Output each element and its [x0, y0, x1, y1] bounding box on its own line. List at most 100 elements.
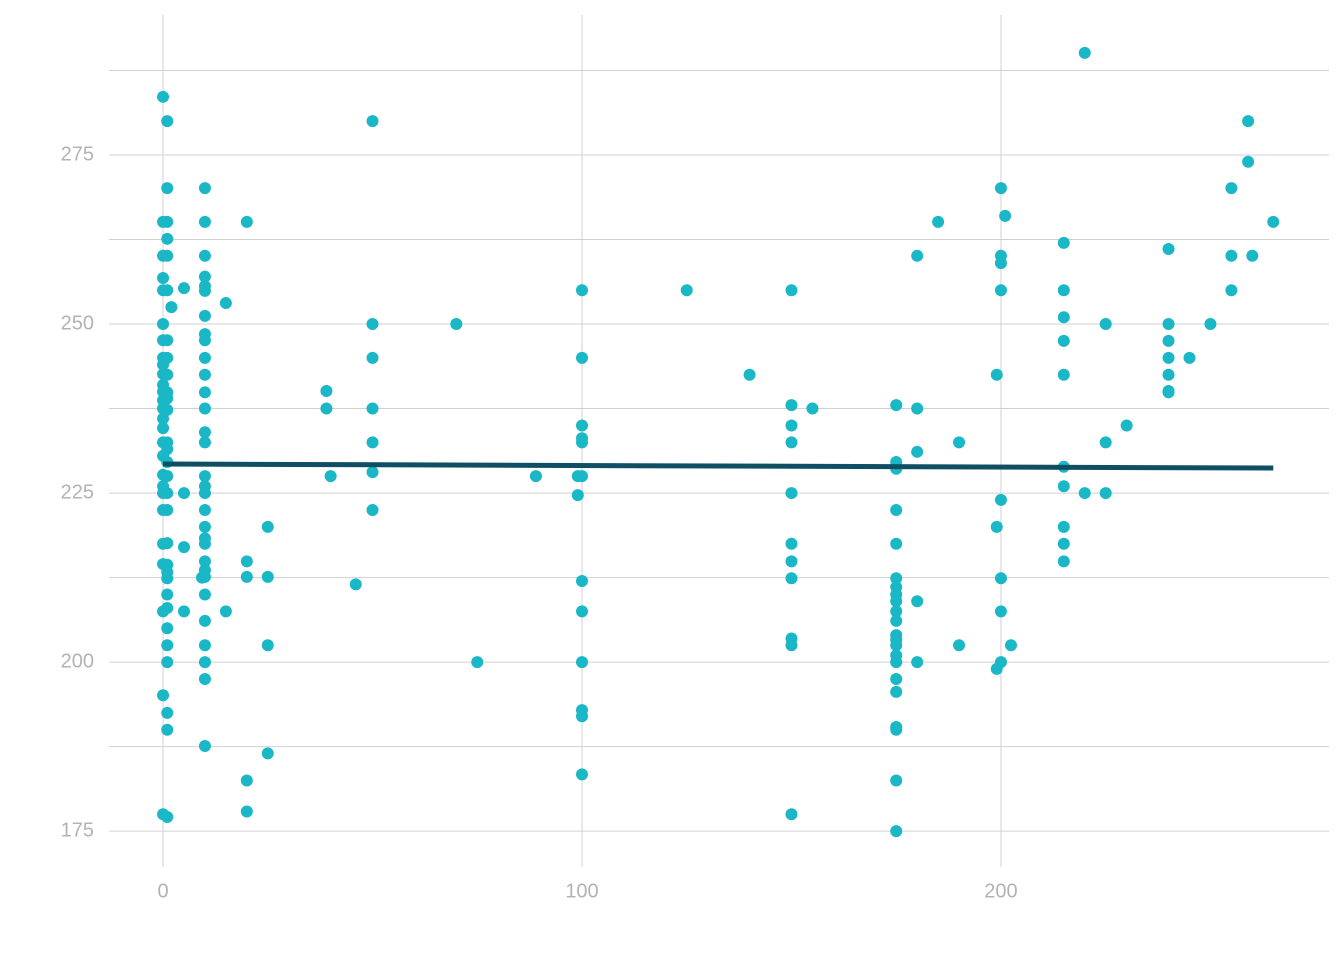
point	[161, 572, 174, 585]
point	[261, 520, 274, 533]
point	[576, 710, 589, 723]
point	[1225, 182, 1238, 195]
point	[785, 487, 798, 500]
point	[261, 570, 274, 583]
point	[161, 639, 174, 652]
point	[161, 182, 174, 195]
point	[743, 368, 756, 381]
point	[161, 249, 174, 262]
point	[161, 706, 174, 719]
point	[198, 284, 211, 297]
point	[576, 574, 589, 587]
point	[911, 402, 924, 415]
point	[953, 436, 966, 449]
point	[161, 232, 174, 245]
point	[1057, 334, 1070, 347]
point	[198, 487, 211, 500]
point	[161, 115, 174, 128]
point	[1057, 480, 1070, 493]
point	[366, 466, 379, 479]
point	[1099, 436, 1112, 449]
point	[198, 588, 211, 601]
point	[1267, 215, 1280, 228]
point	[1057, 368, 1070, 381]
point	[890, 685, 903, 698]
point	[198, 334, 211, 347]
point	[198, 470, 211, 483]
point	[161, 334, 174, 347]
x-tick-label: 0	[157, 880, 168, 902]
point	[990, 520, 1003, 533]
point	[157, 318, 170, 331]
point	[576, 768, 589, 781]
point	[890, 825, 903, 838]
point	[1057, 537, 1070, 550]
point	[161, 368, 174, 381]
point	[198, 249, 211, 262]
point	[1057, 311, 1070, 324]
point	[994, 284, 1007, 297]
point	[366, 351, 379, 364]
y-tick-label: 200	[61, 650, 94, 672]
point	[161, 284, 174, 297]
point	[911, 656, 924, 669]
point	[157, 422, 170, 435]
point	[198, 537, 211, 550]
point	[240, 215, 253, 228]
point	[198, 673, 211, 686]
point	[890, 503, 903, 516]
point	[366, 436, 379, 449]
point	[1162, 334, 1175, 347]
point	[366, 318, 379, 331]
point	[994, 605, 1007, 618]
point	[576, 436, 589, 449]
point	[198, 351, 211, 364]
point	[1225, 284, 1238, 297]
point	[157, 272, 170, 285]
point	[240, 555, 253, 568]
point	[198, 386, 211, 399]
point	[1057, 520, 1070, 533]
point	[366, 503, 379, 516]
point	[890, 673, 903, 686]
point	[198, 215, 211, 228]
point	[994, 257, 1007, 270]
y-tick-label: 225	[61, 481, 94, 503]
y-tick-label: 175	[61, 819, 94, 841]
point	[450, 318, 463, 331]
point	[890, 572, 903, 585]
point	[198, 656, 211, 669]
point	[529, 470, 542, 483]
point	[320, 402, 333, 415]
point	[953, 639, 966, 652]
point	[198, 182, 211, 195]
point	[198, 739, 211, 752]
point	[890, 605, 903, 618]
point	[999, 209, 1012, 222]
point	[890, 614, 903, 627]
point	[161, 403, 174, 416]
point	[177, 487, 190, 500]
point	[785, 808, 798, 821]
point	[198, 555, 211, 568]
y-tick-label: 275	[61, 143, 94, 165]
point	[911, 445, 924, 458]
point	[994, 656, 1007, 669]
point	[161, 392, 174, 405]
point	[1162, 318, 1175, 331]
y-tick-label: 250	[61, 312, 94, 334]
point	[219, 605, 232, 618]
point	[1225, 249, 1238, 262]
point	[161, 588, 174, 601]
point	[198, 309, 211, 322]
point	[240, 774, 253, 787]
point	[240, 570, 253, 583]
point	[576, 470, 589, 483]
point	[198, 520, 211, 533]
point	[471, 656, 484, 669]
point	[198, 503, 211, 516]
point	[785, 555, 798, 568]
point	[198, 639, 211, 652]
point	[1120, 419, 1133, 432]
point	[1242, 115, 1255, 128]
